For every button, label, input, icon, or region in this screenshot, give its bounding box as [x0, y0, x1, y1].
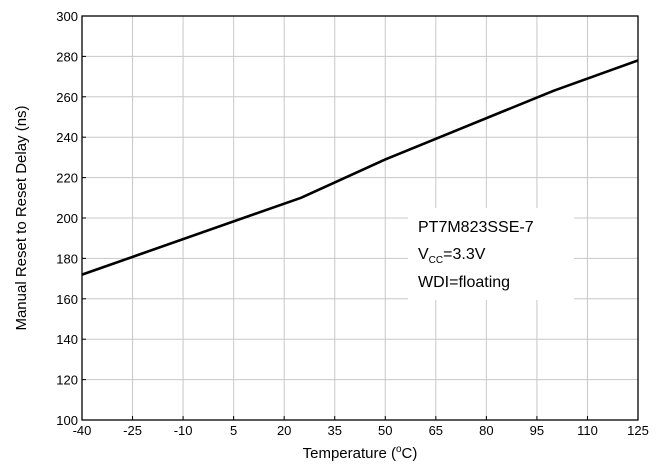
x-tick-label: 80 — [479, 423, 493, 438]
x-tick-label: 20 — [277, 423, 291, 438]
y-tick-label: 200 — [56, 211, 78, 226]
y-tick-label: 160 — [56, 292, 78, 307]
annotation-vcc-subscript: CC — [429, 255, 443, 266]
x-axis-label: Temperature (oC) — [303, 444, 418, 462]
y-tick-label: 120 — [56, 373, 78, 388]
x-axis-label-unit: C) — [402, 445, 418, 462]
y-tick-label: 220 — [56, 171, 78, 186]
annotation-vcc-value: =3.3V — [443, 246, 486, 263]
y-axis-label: Manual Reset to Reset Delay (ns) — [13, 105, 30, 330]
series-layer — [81, 59, 639, 276]
x-tick-label: 125 — [627, 423, 649, 438]
series-line-0 — [81, 59, 639, 276]
y-tick-label: 140 — [56, 332, 78, 347]
x-tick-label: -10 — [174, 423, 193, 438]
annotation-background — [408, 208, 574, 300]
y-tick-label: 280 — [56, 49, 78, 64]
x-axis-label-degree: o — [396, 444, 402, 455]
annotation-wdi: WDI=floating — [418, 274, 510, 291]
y-tick-label: 260 — [56, 90, 78, 105]
x-tick-label: 65 — [429, 423, 443, 438]
y-tick-label: 240 — [56, 130, 78, 145]
x-tick-label: 50 — [378, 423, 392, 438]
x-tick-label: 5 — [230, 423, 237, 438]
x-tick-label: -25 — [123, 423, 142, 438]
x-tick-label: -40 — [73, 423, 92, 438]
x-tick-label: 95 — [530, 423, 544, 438]
y-tick-label: 180 — [56, 251, 78, 266]
x-tick-label: 35 — [327, 423, 341, 438]
y-tick-label: 300 — [56, 9, 78, 24]
x-axis-label-main: Temperature ( — [303, 445, 396, 462]
annotation-vcc: VCC=3.3V — [418, 246, 486, 266]
x-tick-label: 110 — [577, 423, 598, 438]
annotation-vcc-symbol: V — [418, 246, 429, 263]
y-tick-label: 100 — [56, 413, 78, 428]
plot-frame — [81, 15, 639, 421]
annotation-device: PT7M823SSE-7 — [418, 219, 534, 236]
